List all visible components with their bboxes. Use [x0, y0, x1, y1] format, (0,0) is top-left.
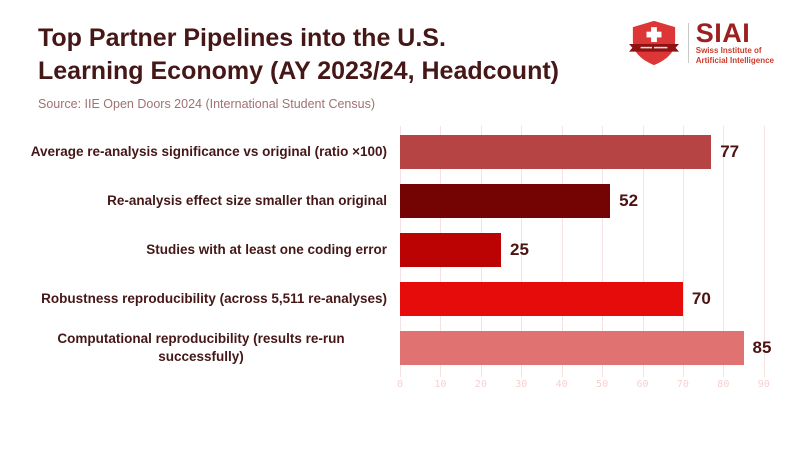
x-tick-label: 40 [555, 379, 568, 390]
bar-row: Computational reproducibility (results r… [0, 331, 800, 365]
header: Top Partner Pipelines into the U.S. Lear… [0, 0, 800, 88]
bar-segment [400, 135, 712, 169]
x-tick-label: 50 [596, 379, 609, 390]
category-label: Average re-analysis significance vs orig… [30, 144, 387, 160]
bar-segment [400, 282, 683, 316]
x-tick-label: 70 [676, 379, 689, 390]
bar-segment [400, 184, 611, 218]
x-tick-label: 90 [757, 379, 770, 390]
value-label: 52 [619, 191, 639, 210]
bar-segment [400, 331, 744, 365]
category-label: Robustness reproducibility (across 5,511… [41, 291, 387, 307]
x-axis: 0 10 20 30 40 50 60 70 80 90 [396, 379, 788, 395]
value-label: 70 [691, 289, 711, 308]
x-tick-label: 20 [474, 379, 487, 390]
title-line-2: Learning Economy (AY 2023/24, Headcount) [38, 57, 559, 85]
siai-logo: SIAI Swiss Institute of Artificial Intel… [627, 19, 774, 67]
bar-row: Re-analysis effect size smaller than ori… [0, 184, 800, 218]
x-tick-label: 10 [434, 379, 447, 390]
bar-row: Studies with at least one coding error 2… [0, 233, 800, 267]
category-label: Computational reproducibility (results r… [57, 331, 345, 364]
logo-tagline-line-2: Artificial Intelligence [695, 55, 774, 65]
bar-chart: Average re-analysis significance vs orig… [0, 126, 800, 395]
logo-tagline-line-1: Swiss Institute of [695, 46, 762, 56]
plot-area: Average re-analysis significance vs orig… [0, 126, 800, 377]
category-label: Re-analysis effect size smaller than ori… [107, 193, 387, 209]
page-title: Top Partner Pipelines into the U.S. Lear… [38, 22, 559, 88]
value-label: 25 [510, 240, 529, 259]
x-tick-label: 30 [515, 379, 528, 390]
title-line-1: Top Partner Pipelines into the U.S. [38, 24, 446, 52]
logo-divider [687, 23, 689, 63]
value-label: 77 [720, 142, 740, 161]
swiss-shield-icon [628, 20, 679, 66]
logo-wordmark: SIAI [695, 17, 751, 48]
x-tick-label: 80 [717, 379, 730, 390]
x-tick-label: 60 [636, 379, 649, 390]
x-tick-label: 0 [396, 379, 404, 390]
bar-row: Robustness reproducibility (across 5,511… [0, 282, 800, 316]
value-label: 85 [752, 338, 772, 357]
bar-segment [400, 233, 502, 267]
bar-row: Average re-analysis significance vs orig… [0, 135, 800, 169]
source-caption: Source: IIE Open Doors 2024 (Internation… [38, 97, 375, 111]
category-label: Studies with at least one coding error [146, 242, 387, 258]
logo-text: SIAI Swiss Institute of Artificial Intel… [695, 17, 774, 66]
